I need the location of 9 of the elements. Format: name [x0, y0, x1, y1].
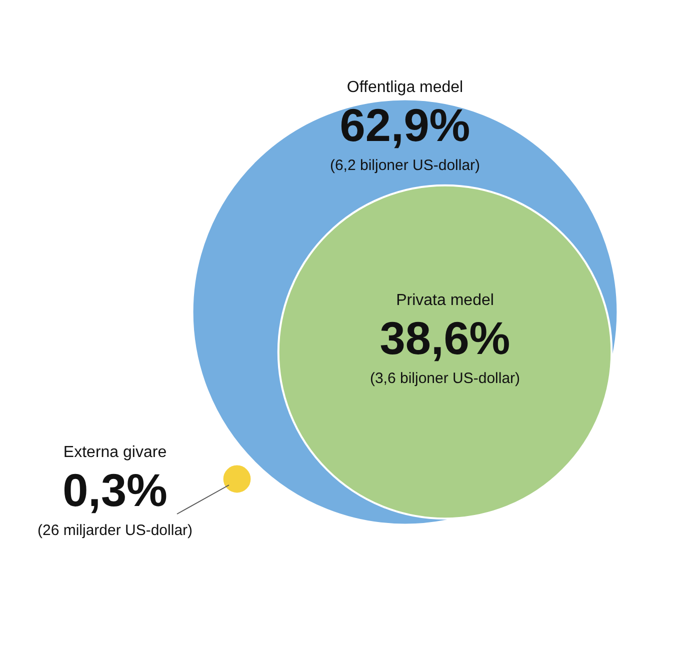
- text: (3,6 biljoner US-dollar): [370, 370, 520, 387]
- text: (6,2 biljoner US-dollar): [330, 157, 480, 174]
- text: (26 miljarder US-dollar): [37, 522, 193, 539]
- category-label: Externa givare: [63, 444, 167, 461]
- category-label: Offentliga medel: [346, 79, 464, 96]
- data-label: 38,6%: [380, 312, 510, 364]
- data-label: 0,3%: [62, 464, 168, 516]
- category-label: Privata medel: [396, 292, 494, 309]
- data-label: 62,9%: [340, 99, 470, 151]
